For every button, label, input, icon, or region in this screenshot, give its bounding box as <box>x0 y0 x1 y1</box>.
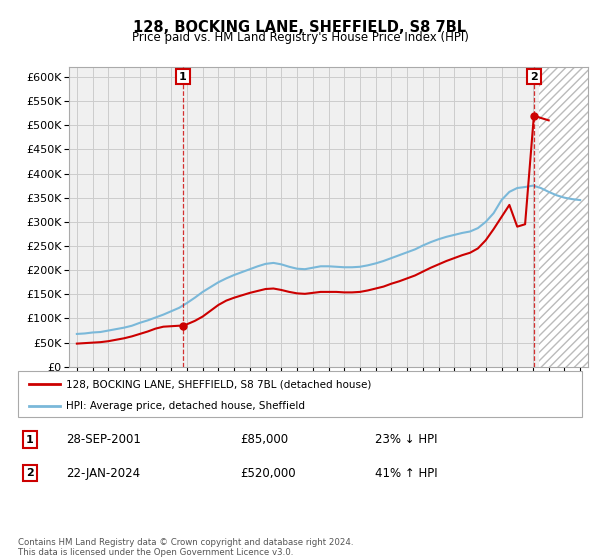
FancyBboxPatch shape <box>18 371 582 417</box>
Text: 128, BOCKING LANE, SHEFFIELD, S8 7BL: 128, BOCKING LANE, SHEFFIELD, S8 7BL <box>133 20 467 35</box>
Text: 2: 2 <box>26 468 34 478</box>
Bar <box>539 67 588 367</box>
Text: Price paid vs. HM Land Registry's House Price Index (HPI): Price paid vs. HM Land Registry's House … <box>131 31 469 44</box>
Text: Contains HM Land Registry data © Crown copyright and database right 2024.
This d: Contains HM Land Registry data © Crown c… <box>18 538 353 557</box>
Text: 41% ↑ HPI: 41% ↑ HPI <box>375 466 437 480</box>
Text: 128, BOCKING LANE, SHEFFIELD, S8 7BL (detached house): 128, BOCKING LANE, SHEFFIELD, S8 7BL (de… <box>66 379 371 389</box>
Text: HPI: Average price, detached house, Sheffield: HPI: Average price, detached house, Shef… <box>66 401 305 410</box>
Text: 22-JAN-2024: 22-JAN-2024 <box>66 466 140 480</box>
Bar <box>539 67 588 367</box>
Text: 23% ↓ HPI: 23% ↓ HPI <box>375 433 437 446</box>
Text: 28-SEP-2001: 28-SEP-2001 <box>66 433 141 446</box>
Text: £85,000: £85,000 <box>240 433 288 446</box>
Text: 2: 2 <box>530 72 538 82</box>
Text: 1: 1 <box>179 72 187 82</box>
Text: £520,000: £520,000 <box>240 466 296 480</box>
Text: 1: 1 <box>26 435 34 445</box>
